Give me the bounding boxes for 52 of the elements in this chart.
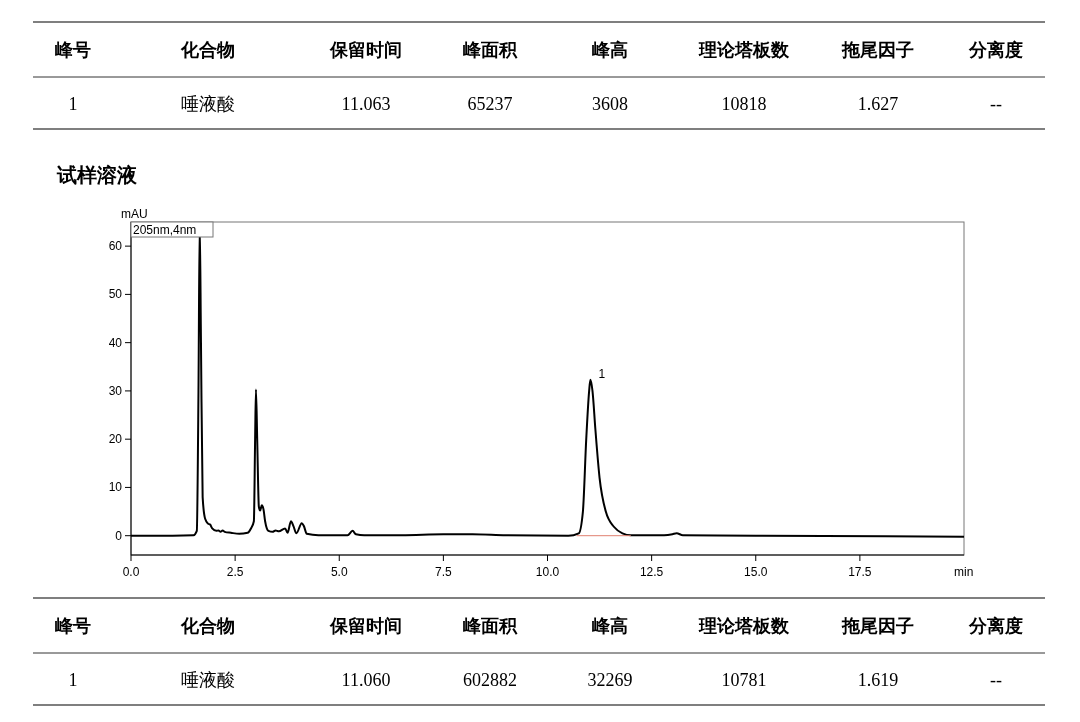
text: 11.060 (341, 670, 391, 690)
category-label: 拖尾因子 (841, 39, 914, 60)
text: 3608 (592, 94, 628, 114)
text: 1.627 (857, 94, 899, 114)
x-tick-label: 5.0 (330, 565, 348, 579)
y-axis-title: mAU (121, 207, 148, 221)
category-label: 峰高 (592, 615, 628, 636)
text: 10818 (721, 94, 767, 114)
text: 10781 (721, 670, 767, 690)
x-tick-label: 12.5 (639, 565, 664, 579)
x-tick-label: 7.5 (435, 565, 453, 579)
annotation: 205nm,4nm (133, 223, 197, 237)
x-tick-label: 2.5 (226, 565, 244, 579)
category-label: 拖尾因子 (841, 615, 914, 636)
category-label: 理论塔板数 (698, 615, 790, 636)
text: 11.063 (341, 94, 391, 114)
category-label: 峰面积 (463, 615, 518, 636)
category-label: 理论塔板数 (698, 39, 790, 60)
category-label: 峰面积 (463, 39, 518, 60)
category-label: 峰号 (55, 615, 91, 636)
y-tick-label: 0 (115, 528, 123, 543)
y-tick-label: 50 (108, 287, 123, 302)
y-tick-label: 60 (108, 239, 123, 254)
annotation: 1 (598, 366, 606, 381)
text: 602882 (463, 670, 517, 690)
x-tick-label: 17.5 (848, 565, 872, 579)
text: 唾液酸 (181, 93, 235, 114)
x-axis-title: min (954, 565, 974, 579)
y-tick-label: 20 (108, 432, 123, 447)
category-label: 分离度 (968, 39, 1023, 60)
category-label: 化合物 (180, 615, 235, 636)
category-label: 峰高 (592, 39, 628, 60)
x-tick-label: 10.0 (535, 565, 560, 579)
text: -- (990, 670, 1002, 690)
text: 1.619 (857, 670, 899, 690)
x-tick-label: 0.0 (122, 565, 140, 579)
category-label: 保留时间 (329, 39, 402, 60)
category-label: 分离度 (968, 615, 1023, 636)
text: 32269 (587, 670, 633, 690)
y-tick-label: 10 (108, 480, 123, 495)
category-label: 峰号 (55, 39, 91, 60)
text: 65237 (467, 94, 513, 114)
text: 1 (68, 670, 78, 690)
y-tick-label: 30 (108, 383, 123, 398)
chart-title: 试样溶液 (56, 163, 138, 187)
text: 唾液酸 (181, 669, 235, 690)
y-tick-label: 40 (108, 335, 123, 350)
text: -- (990, 94, 1002, 114)
category-label: 保留时间 (329, 615, 402, 636)
text: 1 (68, 94, 78, 114)
x-tick-label: 15.0 (744, 565, 768, 579)
category-label: 化合物 (180, 39, 235, 60)
